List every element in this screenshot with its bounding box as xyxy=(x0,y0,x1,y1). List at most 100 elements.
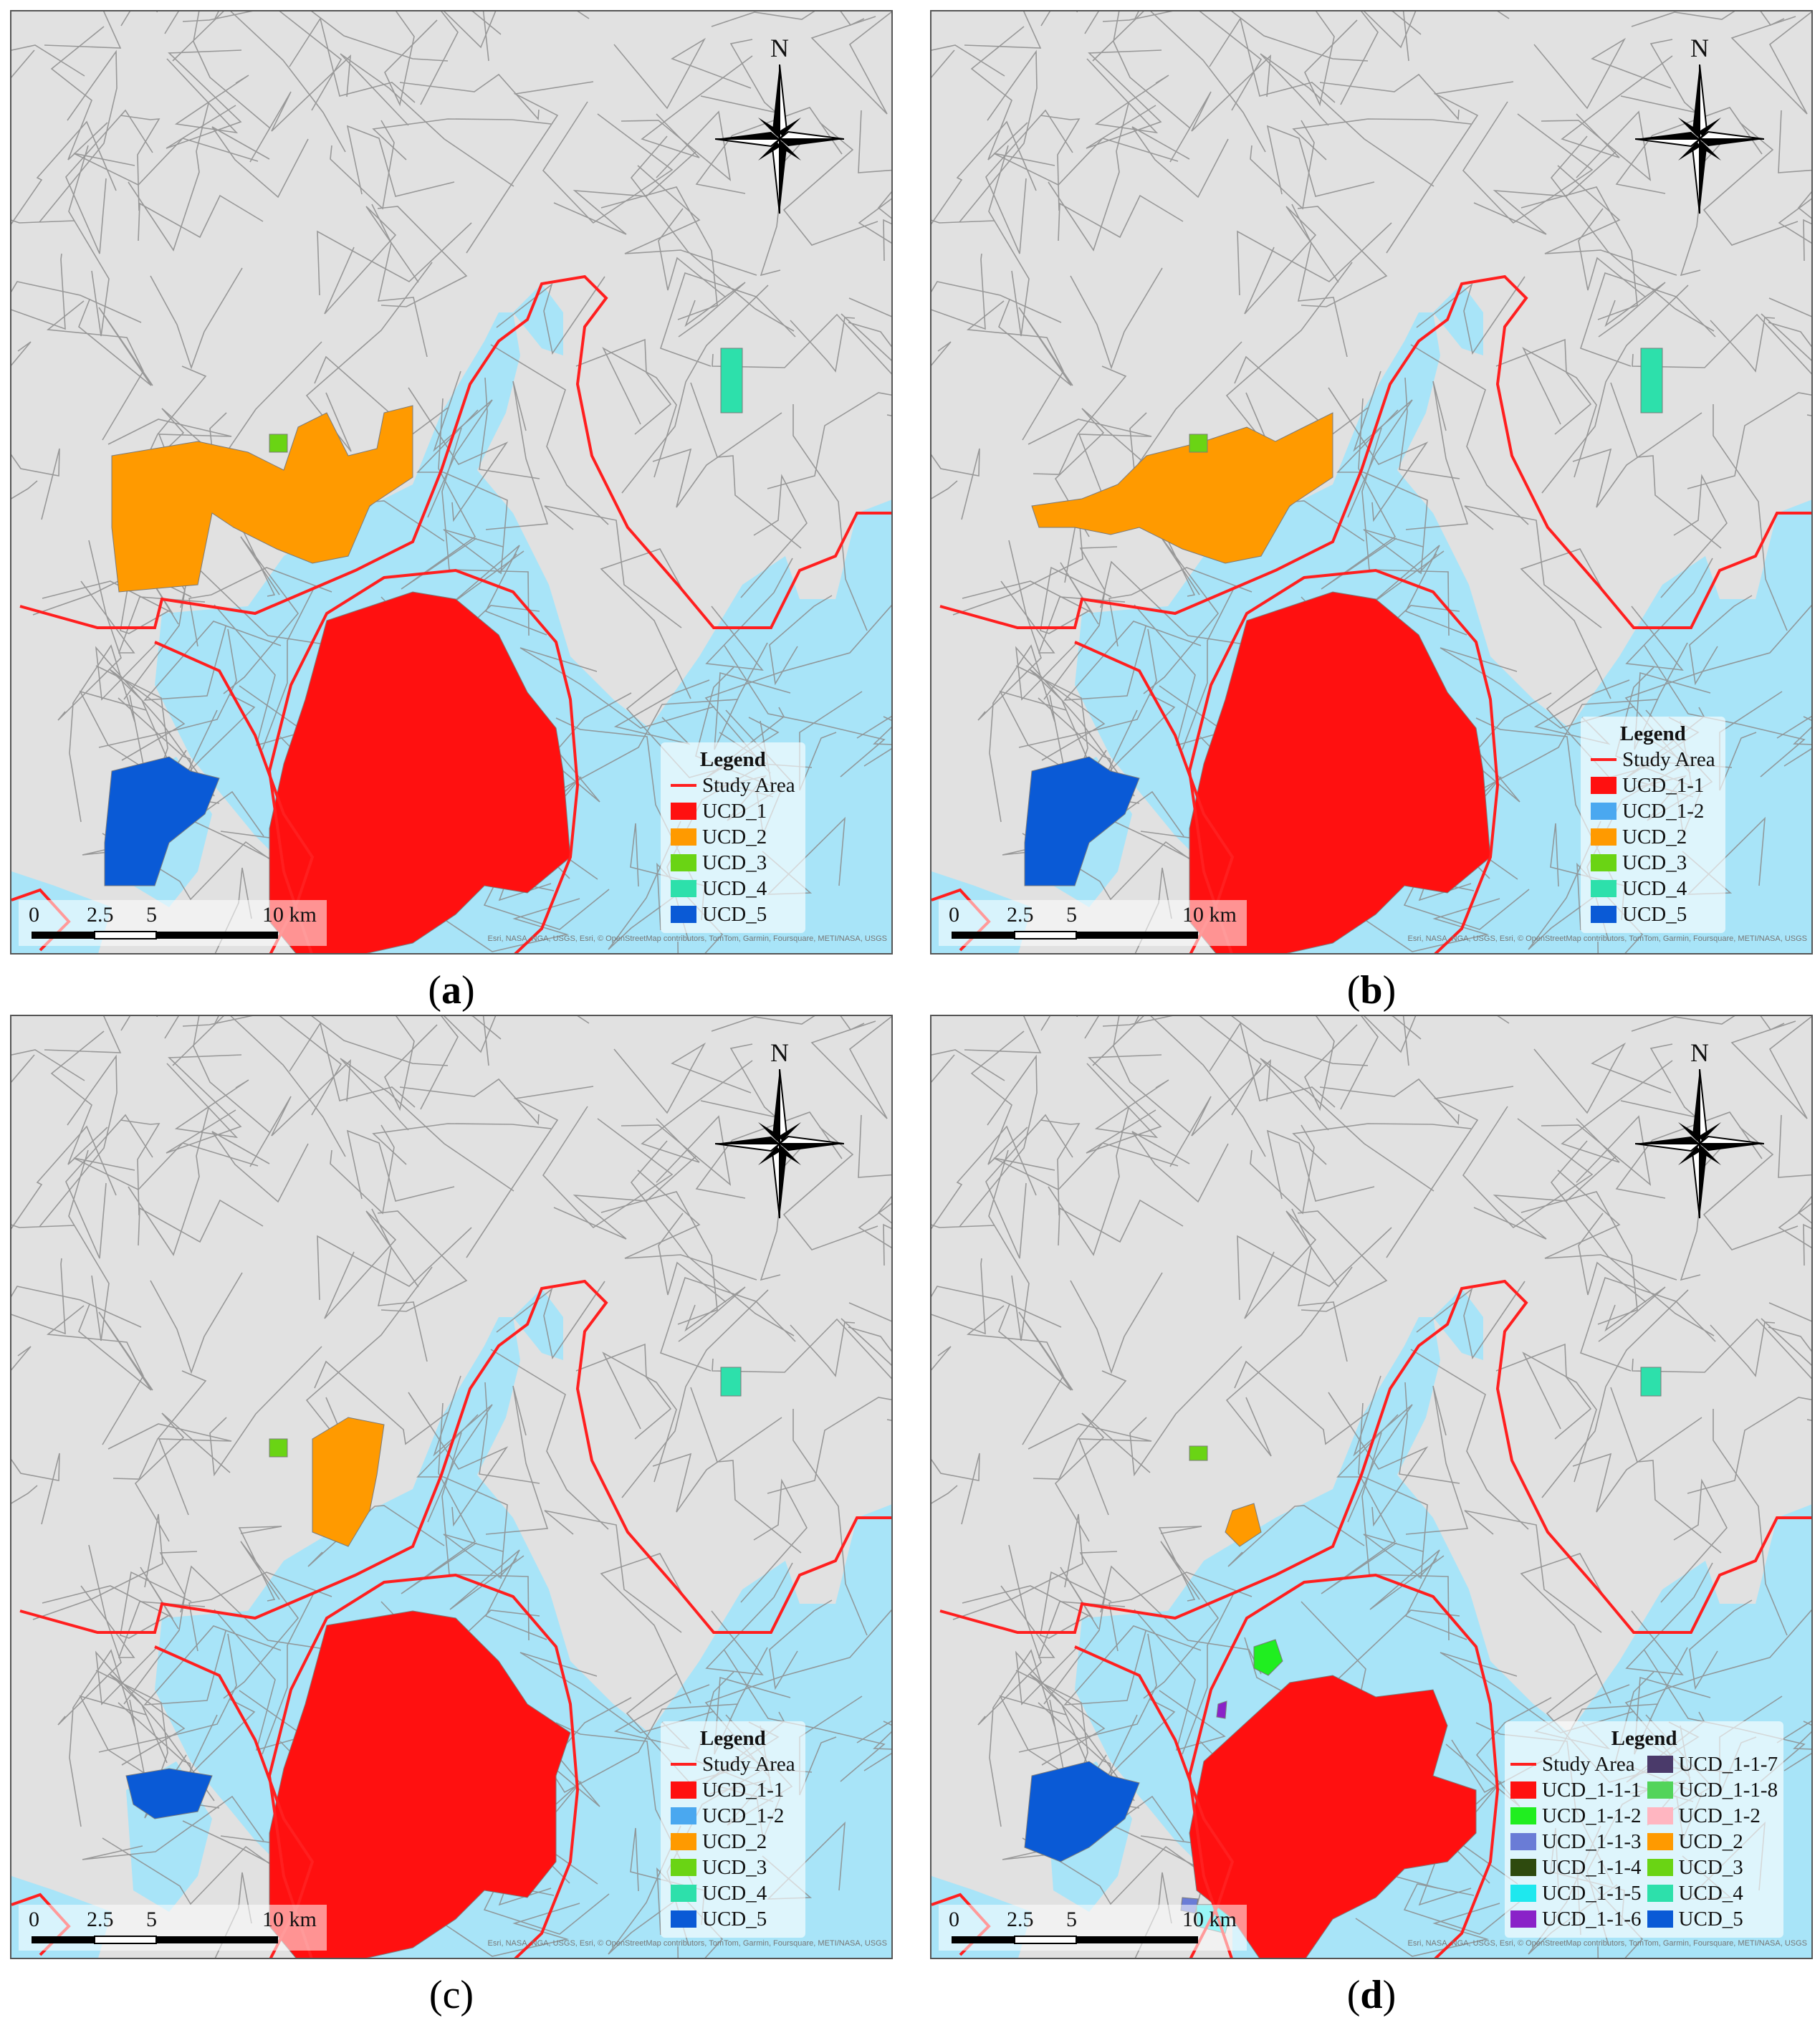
boundary-line xyxy=(267,568,580,953)
road xyxy=(1797,191,1811,219)
legend-swatch xyxy=(1510,1833,1536,1850)
road xyxy=(490,344,609,525)
road xyxy=(1150,1016,1266,1157)
legend-items: UCD_1-1-1 UCD_1-1-2 UCD_1-1-3 UCD_1-1-4 UCD_… xyxy=(1510,1777,1642,1932)
water-body xyxy=(1433,284,1483,355)
road xyxy=(1768,1223,1811,1322)
legend-swatch xyxy=(1647,1833,1673,1850)
legend-items: UCD_1 UCD_2 UCD_3 UCD_4 UCD_5 xyxy=(671,798,795,927)
legend-label: UCD_1-1-1 xyxy=(1542,1778,1642,1802)
road xyxy=(120,115,161,211)
road xyxy=(289,17,416,103)
road xyxy=(1355,1903,1500,1957)
compass-rose-icon xyxy=(1635,1069,1764,1219)
legend-swatch xyxy=(1647,1885,1673,1902)
road xyxy=(711,11,815,27)
road xyxy=(1579,1276,1716,1372)
legend-row: UCD_3 xyxy=(1647,1855,1778,1880)
road xyxy=(1550,135,1715,332)
scale-label: 5 xyxy=(146,1908,157,1931)
road xyxy=(1291,1208,1348,1362)
road xyxy=(150,1272,243,1374)
legend-row: UCD_2 xyxy=(1647,1829,1778,1855)
road xyxy=(985,109,1073,254)
road xyxy=(1578,1212,1647,1303)
legend-label: Study Area xyxy=(1622,747,1715,771)
road xyxy=(68,1149,110,1341)
road xyxy=(443,529,517,574)
road xyxy=(449,545,547,636)
legend-label: UCD_3 xyxy=(702,851,767,874)
road xyxy=(988,1149,1030,1341)
road xyxy=(630,1140,795,1336)
road xyxy=(11,448,60,520)
road xyxy=(128,102,209,252)
road xyxy=(1143,1541,1220,1699)
road xyxy=(790,1321,856,1377)
road xyxy=(435,1903,580,1957)
legend-swatch xyxy=(671,1885,696,1902)
road xyxy=(1644,645,1806,778)
road xyxy=(613,1042,752,1114)
road xyxy=(1615,1111,1763,1199)
road xyxy=(1416,276,1526,355)
road xyxy=(377,206,468,307)
road xyxy=(1108,567,1253,647)
road xyxy=(1336,1414,1428,1579)
road xyxy=(427,1375,493,1523)
legend-swatch xyxy=(671,1807,696,1824)
road xyxy=(1386,81,1514,254)
road xyxy=(1620,39,1697,113)
road xyxy=(78,1303,153,1391)
caption-c: (c) xyxy=(428,1973,474,2017)
road xyxy=(985,1114,1073,1259)
road xyxy=(1730,1016,1811,1119)
road xyxy=(553,150,697,235)
legend-row: UCD_1-1-6 xyxy=(1510,1906,1642,1932)
road xyxy=(1092,11,1144,62)
road xyxy=(1473,150,1617,235)
legend-label: UCD_1-2 xyxy=(1622,799,1705,823)
road xyxy=(1237,1227,1392,1301)
road xyxy=(46,1305,144,1445)
road xyxy=(1402,11,1409,62)
road xyxy=(42,1566,179,1630)
road xyxy=(1033,1370,1127,1480)
road xyxy=(931,281,1062,323)
road xyxy=(782,122,878,246)
road xyxy=(1266,1129,1375,1202)
road xyxy=(621,110,732,181)
legend-row: UCD_1-2 xyxy=(1647,1803,1778,1829)
road xyxy=(600,1191,718,1325)
road xyxy=(399,73,540,120)
road xyxy=(1237,222,1392,296)
road xyxy=(98,1633,237,1753)
zone-polygon xyxy=(1216,1700,1227,1719)
road xyxy=(289,1022,416,1108)
legend-row: UCD_4 xyxy=(1647,1880,1778,1906)
road xyxy=(656,1867,724,1958)
legend-label: UCD_1-1-6 xyxy=(1542,1907,1642,1931)
road xyxy=(1297,1210,1388,1312)
road xyxy=(166,58,249,134)
legend-swatch xyxy=(671,828,696,846)
legend-row-study-area: Study Area xyxy=(671,1751,795,1777)
legend-row: UCD_1 xyxy=(671,798,795,824)
road xyxy=(11,120,117,225)
road xyxy=(1209,17,1336,103)
water-body xyxy=(1433,1288,1483,1360)
road xyxy=(164,11,271,129)
road xyxy=(970,26,1028,161)
road xyxy=(11,1453,60,1525)
road xyxy=(443,1016,590,1053)
zone-polygon xyxy=(1189,1445,1208,1461)
road xyxy=(1058,194,1184,241)
legend-swatch xyxy=(1591,854,1617,871)
road xyxy=(998,1303,1073,1391)
road xyxy=(1416,1281,1526,1360)
legend-row: UCD_1-1-7 xyxy=(1647,1751,1778,1777)
road xyxy=(858,1114,891,1248)
road xyxy=(496,1281,605,1360)
road xyxy=(384,11,438,107)
road xyxy=(1369,545,1467,636)
